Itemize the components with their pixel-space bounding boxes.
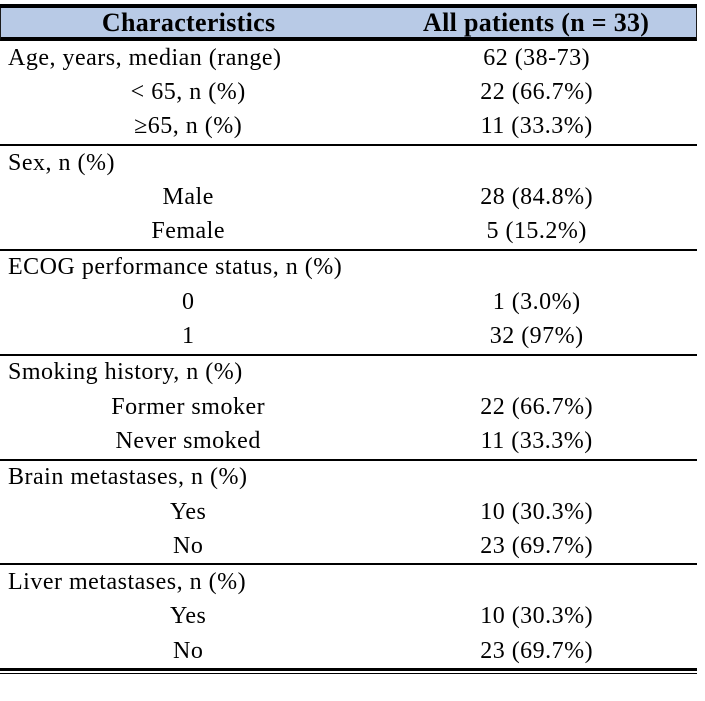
row-label: Brain metastases, n (%) [8, 464, 248, 491]
row-value: 28 (84.8%) [480, 183, 594, 210]
row-value: 22 (66.7%) [480, 393, 594, 420]
row-value: 5 (15.2%) [486, 218, 587, 245]
table-row: 1 32 (97%) [0, 319, 697, 353]
table-row: Yes 10 (30.3%) [0, 600, 697, 634]
row-label: No [173, 532, 204, 559]
row-value: 62 (38-73) [483, 44, 591, 71]
row-label: Yes [169, 603, 207, 630]
table-row: Liver metastases, n (%) [0, 565, 697, 599]
table-section: Age, years, median (range) 62 (38-73) < 65… [0, 41, 697, 146]
table-body: Age, years, median (range) 62 (38-73) < 65… [0, 41, 697, 672]
table-bottom-rule [0, 673, 697, 675]
row-label: Age, years, median (range) [8, 44, 282, 71]
row-value: 11 (33.3%) [480, 113, 593, 140]
table-row: Yes 10 (30.3%) [0, 495, 697, 529]
row-value: 1 (3.0%) [492, 288, 581, 315]
row-label: Never smoked [115, 427, 261, 454]
row-label: 1 [181, 323, 195, 350]
row-label: No [173, 637, 204, 664]
row-label: Former smoker [111, 393, 266, 420]
row-label: Female [151, 218, 225, 245]
table-row: < 65, n (%) 22 (66.7%) [0, 75, 697, 109]
table-row: ECOG performance status, n (%) [0, 251, 697, 285]
table-section: Liver metastases, n (%) Yes 10 (30.3%) No 23… [0, 565, 697, 672]
column-header-characteristics: Characteristics [101, 7, 276, 37]
table-section: Smoking history, n (%) Former smoker 22 (6… [0, 356, 697, 461]
table-row: 0 1 (3.0%) [0, 285, 697, 319]
row-value: 23 (69.7%) [480, 532, 594, 559]
table-row: ≥65, n (%) 11 (33.3%) [0, 110, 697, 144]
table-row: Smoking history, n (%) [0, 356, 697, 390]
row-label: ≥65, n (%) [134, 113, 243, 140]
row-value: 10 (30.3%) [480, 498, 594, 525]
table-section: Sex, n (%) Male 28 (84.8%) Female 5 (15.2%) [0, 146, 697, 251]
row-label: Male [162, 183, 214, 210]
table-row: Sex, n (%) [0, 146, 697, 180]
row-value: 23 (69.7%) [480, 637, 594, 664]
row-label: 0 [181, 288, 195, 315]
table-section: Brain metastases, n (%) Yes 10 (30.3%) No 23… [0, 461, 697, 566]
table-section: ECOG performance status, n (%) 0 1 (3.0%) 1… [0, 251, 697, 356]
table-row: Age, years, median (range) 62 (38-73) [0, 41, 697, 75]
row-label: Yes [169, 498, 207, 525]
column-header-all-patients: All patients (n = 33) [423, 7, 650, 37]
row-label: Smoking history, n (%) [8, 359, 243, 386]
table-row: Never smoked 11 (33.3%) [0, 424, 697, 458]
table-row: Female 5 (15.2%) [0, 214, 697, 248]
table-row: Male 28 (84.8%) [0, 180, 697, 214]
table-row: Former smoker 22 (66.7%) [0, 390, 697, 424]
table-header-row: Characteristics All patients (n = 33) [0, 8, 697, 41]
table-row: No 23 (69.7%) [0, 529, 697, 563]
row-label: ECOG performance status, n (%) [8, 254, 343, 281]
row-label: Sex, n (%) [8, 149, 115, 176]
row-value: 32 (97%) [489, 323, 584, 350]
row-value: 22 (66.7%) [480, 78, 594, 105]
row-value: 11 (33.3%) [480, 427, 593, 454]
table-row: No 23 (69.7%) [0, 634, 697, 668]
characteristics-table: Characteristics All patients (n = 33) Ag… [0, 4, 697, 672]
table-row: Brain metastases, n (%) [0, 461, 697, 495]
row-label: Liver metastases, n (%) [8, 569, 247, 596]
row-label: < 65, n (%) [130, 78, 246, 105]
row-value: 10 (30.3%) [480, 603, 594, 630]
